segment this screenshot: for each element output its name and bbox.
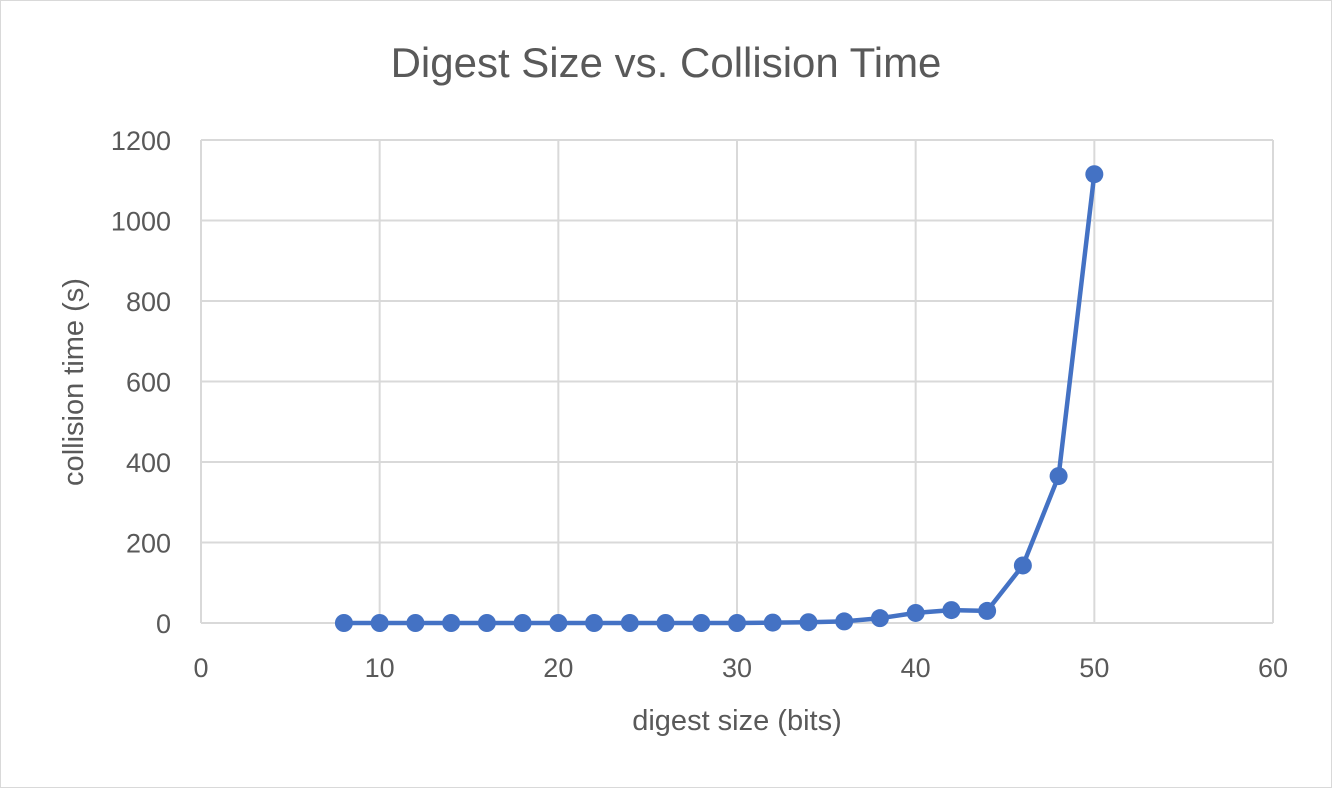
- data-point: [1049, 467, 1068, 486]
- data-point: [477, 614, 496, 632]
- chart-title: Digest Size vs. Collision Time: [391, 39, 942, 86]
- gridlines: [200, 139, 1274, 624]
- data-point: [835, 612, 854, 631]
- data-point: [585, 614, 604, 632]
- x-tick-label: 0: [193, 653, 208, 683]
- data-point: [799, 613, 818, 632]
- data-point: [513, 614, 532, 632]
- data-point: [942, 601, 961, 620]
- data-point: [620, 614, 639, 632]
- data-point: [1085, 165, 1104, 184]
- y-axis-title: collision time (s): [58, 278, 90, 486]
- x-axis-title: digest size (bits): [632, 705, 842, 737]
- data-markers: [334, 165, 1104, 632]
- data-point: [870, 609, 889, 628]
- series-polyline: [341, 171, 1097, 626]
- y-tick-label: 1000: [111, 207, 171, 237]
- y-tick-label: 600: [126, 368, 171, 398]
- data-point: [334, 614, 353, 632]
- x-tick-label: 40: [901, 653, 931, 683]
- x-tick-label: 10: [365, 653, 395, 683]
- data-point: [978, 601, 997, 620]
- data-point: [549, 614, 568, 632]
- data-point: [370, 614, 389, 632]
- x-tick-label: 20: [543, 653, 573, 683]
- x-tick-label: 30: [722, 653, 752, 683]
- x-tick-label: 60: [1258, 653, 1288, 683]
- y-tick-label: 0: [156, 609, 171, 639]
- y-tick-label: 200: [126, 529, 171, 559]
- y-tick-label: 400: [126, 448, 171, 478]
- data-point: [656, 614, 675, 632]
- tick-labels: 0 200 400 600 800 1000 1200 0 10 20 30 40 50 60: [111, 126, 1288, 683]
- data-point: [906, 603, 925, 622]
- series-line: [341, 171, 1097, 626]
- data-point: [1013, 556, 1032, 575]
- data-point: [728, 614, 746, 632]
- y-tick-label: 800: [126, 287, 171, 317]
- data-point: [406, 614, 425, 632]
- data-point: [763, 613, 782, 632]
- data-point: [692, 614, 711, 632]
- y-tick-label: 1200: [111, 126, 171, 156]
- data-point: [442, 614, 461, 632]
- x-tick-label: 50: [1079, 653, 1109, 683]
